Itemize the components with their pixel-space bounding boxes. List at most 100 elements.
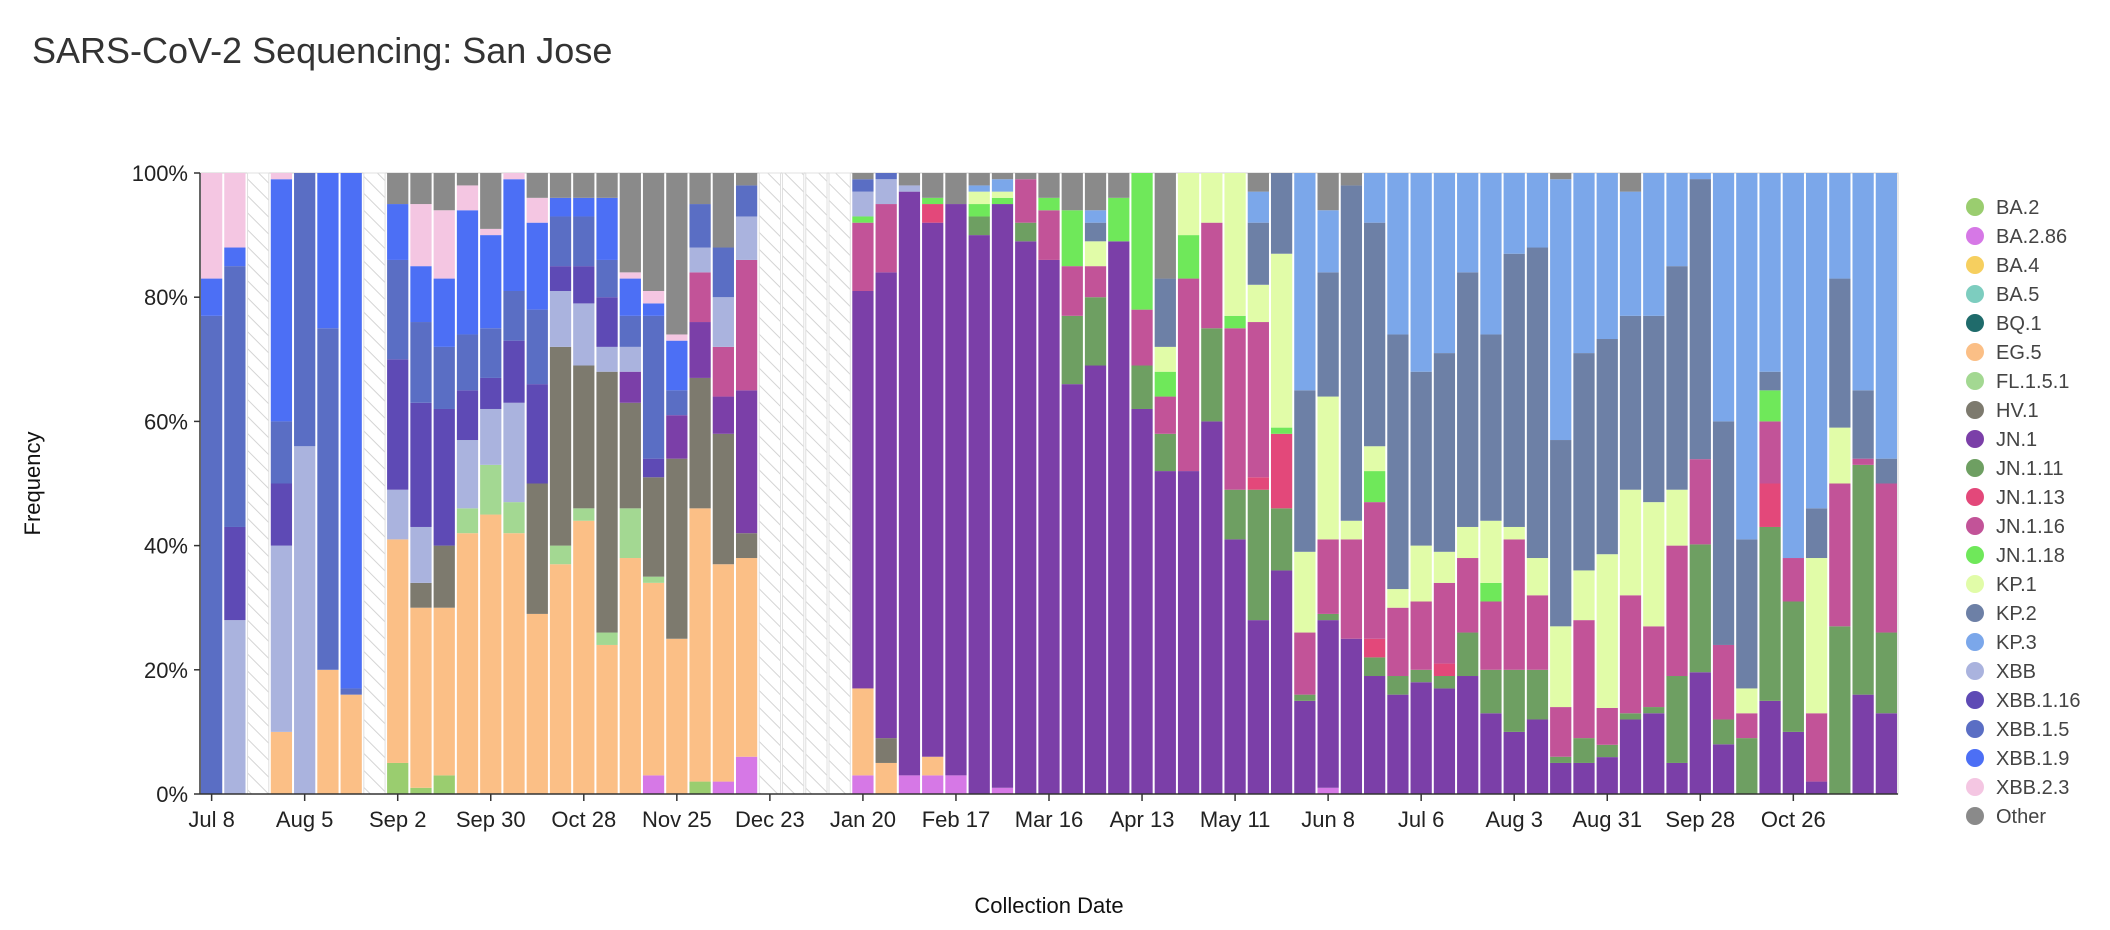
bar-segment[interactable]: KP.2: [1875, 458, 1897, 484]
bar-segment[interactable]: JN.1: [1061, 384, 1083, 794]
bar-segment[interactable]: JN.1: [1759, 700, 1781, 794]
bar-segment[interactable]: KP.1: [1643, 502, 1665, 627]
bar-segment[interactable]: Other: [735, 173, 758, 186]
bar-segment[interactable]: XBB.1.16: [596, 297, 618, 347]
bar-segment[interactable]: BA.2.86: [922, 775, 944, 794]
bar-segment[interactable]: XBB.1.5: [270, 421, 293, 484]
bar-segment[interactable]: KP.3: [1712, 173, 1735, 422]
bar-segment[interactable]: KP.1: [968, 191, 990, 205]
bar-segment[interactable]: JN.1: [1875, 713, 1897, 794]
bar-segment[interactable]: Other: [526, 173, 548, 198]
bar-segment[interactable]: JN.1.11: [1201, 328, 1223, 422]
bar-segment[interactable]: KP.3: [1503, 173, 1525, 254]
bar-segment[interactable]: KP.2: [1340, 185, 1363, 521]
bar-segment[interactable]: XBB.1.5: [619, 315, 641, 347]
bar-segment[interactable]: KP.1: [1573, 570, 1595, 621]
bar-segment[interactable]: KP.2: [1805, 508, 1828, 559]
bar-segment[interactable]: XBB.1.9: [340, 173, 362, 689]
bar-segment[interactable]: EG.5: [456, 533, 479, 794]
bar-segment[interactable]: JN.1.16: [1038, 210, 1060, 260]
bar-segment[interactable]: HV.1: [573, 365, 595, 509]
bar-segment[interactable]: JN.1.11: [1526, 669, 1549, 720]
bar-segment[interactable]: JN.1.16: [1364, 502, 1386, 639]
bar-segment[interactable]: XBB: [852, 191, 874, 217]
bar-segment[interactable]: XBB.1.5: [224, 266, 246, 527]
bar-segment[interactable]: KP.3: [1689, 173, 1711, 180]
bar-segment[interactable]: XBB.2.3: [642, 290, 665, 304]
bar-segment[interactable]: EG.5: [340, 694, 362, 794]
bar-segment[interactable]: XBB.1.9: [619, 278, 641, 316]
bar-segment[interactable]: KP.2: [1852, 390, 1874, 459]
bar-segment[interactable]: KP.1: [1224, 173, 1246, 316]
bar-segment[interactable]: JN.1.13: [922, 204, 944, 223]
bar-segment[interactable]: XBB.1.9: [317, 173, 339, 329]
bar-segment[interactable]: JN.1.16: [1736, 713, 1758, 739]
bar-segment[interactable]: KP.3: [1666, 173, 1688, 267]
bar-segment[interactable]: JN.1.16: [1550, 707, 1572, 757]
bar-segment[interactable]: JN.1.16: [1573, 620, 1595, 739]
legend-item[interactable]: BA.4: [1966, 255, 2039, 277]
bar-segment[interactable]: KP.3: [968, 185, 990, 192]
bar-segment[interactable]: XBB.1.5: [666, 390, 688, 416]
bar-segment[interactable]: XBB.1.9: [433, 278, 455, 347]
bar-segment[interactable]: JN.1: [1689, 672, 1711, 794]
bar-segment[interactable]: JN.1: [1782, 731, 1804, 794]
bar-segment[interactable]: EG.5: [270, 731, 293, 794]
bar-segment[interactable]: KP.1: [1433, 551, 1456, 583]
legend-item[interactable]: BQ.1: [1966, 313, 2042, 335]
bar-segment[interactable]: XBB.2.3: [526, 197, 548, 223]
bar-segment[interactable]: JN.1.11: [1433, 676, 1456, 689]
legend-item[interactable]: Other: [1966, 806, 2046, 828]
bar-segment[interactable]: JN.1.16: [1131, 309, 1153, 366]
bar-segment[interactable]: XBB.1.5: [573, 216, 595, 267]
bar-segment[interactable]: JN.1: [689, 322, 711, 378]
bar-segment[interactable]: XBB: [875, 179, 897, 205]
bar-segment[interactable]: JN.1.16: [1201, 222, 1223, 329]
bar-segment[interactable]: KP.1: [1410, 545, 1432, 602]
bar-segment[interactable]: JN.1: [898, 191, 921, 776]
bar-segment[interactable]: JN.1: [852, 290, 874, 689]
bar-segment[interactable]: JN.1.11: [1503, 669, 1525, 732]
bar-segment[interactable]: XBB.1.16: [433, 408, 455, 546]
bar-segment[interactable]: JN.1.13: [1247, 477, 1269, 490]
bar-segment[interactable]: JN.1.16: [1805, 713, 1828, 782]
bar-segment[interactable]: BA.2.86: [852, 775, 874, 794]
bar-segment[interactable]: JN.1: [1619, 719, 1642, 794]
bar-segment[interactable]: KP.3: [1317, 210, 1339, 273]
bar-segment[interactable]: KP.1: [1294, 551, 1316, 633]
bar-segment[interactable]: XBB.1.5: [480, 328, 502, 378]
bar-segment[interactable]: JN.1: [1038, 259, 1060, 794]
bar-segment[interactable]: Other: [898, 173, 921, 186]
bar-segment[interactable]: XBB.1.9: [549, 197, 572, 217]
bar-segment[interactable]: KP.3: [1247, 191, 1269, 223]
bar-segment[interactable]: XBB.1.5: [735, 185, 758, 217]
bar-segment[interactable]: JN.1.11: [1364, 657, 1386, 677]
bar-segment[interactable]: FL.1.5.1: [456, 508, 479, 534]
bar-segment[interactable]: JN.1.11: [1759, 526, 1781, 701]
bar-segment[interactable]: HV.1: [596, 371, 618, 633]
bar-segment[interactable]: JN.1.16: [1526, 595, 1549, 670]
bar-segment[interactable]: JN.1: [1712, 744, 1735, 794]
bar-segment[interactable]: KP.2: [1503, 253, 1525, 527]
bar-segment[interactable]: JN.1.11: [1457, 632, 1479, 677]
bar-segment[interactable]: XBB: [387, 489, 409, 540]
legend-item[interactable]: XBB.1.5: [1966, 719, 2069, 741]
bar-segment[interactable]: JN.1.11: [1782, 601, 1804, 732]
bar-segment[interactable]: Other: [480, 173, 502, 229]
bar-segment[interactable]: XBB.1.16: [387, 359, 409, 490]
bar-segment[interactable]: JN.1: [1410, 682, 1432, 794]
bar-segment[interactable]: JN.1: [1573, 762, 1595, 794]
bar-segment[interactable]: JN.1.11: [1689, 544, 1711, 673]
bar-segment[interactable]: JN.1.11: [1224, 489, 1246, 540]
bar-segment[interactable]: KP.1: [1666, 489, 1688, 546]
bar-segment[interactable]: XBB.1.16: [480, 377, 502, 409]
legend-item[interactable]: BA.5: [1966, 284, 2039, 306]
bar-segment[interactable]: KP.2: [1759, 371, 1781, 391]
bar-segment[interactable]: JN.1.18: [968, 204, 990, 217]
bar-segment[interactable]: XBB.2.3: [201, 173, 223, 279]
bar-segment[interactable]: KP.3: [1457, 173, 1479, 273]
bar-segment[interactable]: Other: [1550, 173, 1572, 180]
legend-item[interactable]: JN.1.13: [1966, 487, 2065, 509]
bar-segment[interactable]: KP.1: [1340, 520, 1363, 540]
bar-segment[interactable]: HV.1: [712, 433, 734, 565]
